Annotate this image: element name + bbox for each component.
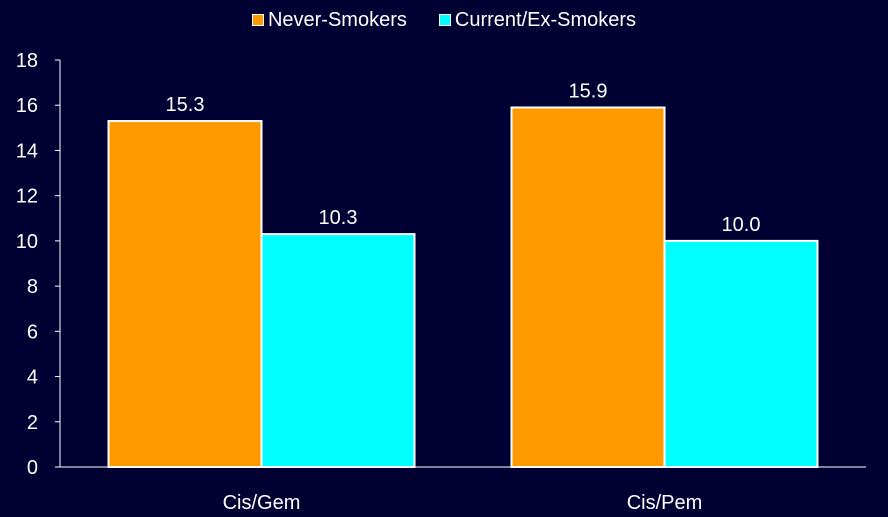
legend-label-current-ex-smokers: Current/Ex-Smokers [454, 9, 637, 31]
legend-item-current-ex-smokers: Current/Ex-Smokers [438, 8, 637, 32]
value-label: 10.0 [722, 214, 761, 236]
category-label: Cis/Gem [223, 492, 301, 514]
value-label: 15.9 [569, 80, 608, 102]
category-labels: Cis/Gem Cis/Pem [223, 492, 703, 514]
y-tick-label: 18 [16, 50, 38, 72]
legend: Never-Smokers Current/Ex-Smokers [0, 8, 888, 32]
legend-swatch-never-smokers [251, 14, 264, 26]
y-axis-ticks: 0 2 4 6 8 10 12 14 16 18 [16, 50, 60, 479]
y-tick-label: 8 [27, 276, 38, 298]
value-label: 10.3 [319, 207, 358, 229]
y-tick-label: 6 [27, 321, 38, 343]
bar-never-smokers-cis-pem [510, 106, 666, 468]
y-tick-label: 4 [27, 367, 38, 389]
bar-current-ex-smokers-cis-gem [260, 233, 416, 468]
y-tick-label: 0 [27, 457, 38, 479]
value-label: 15.3 [166, 94, 205, 116]
legend-swatch-current-ex-smokers [438, 14, 451, 26]
y-tick-label: 12 [16, 186, 38, 208]
legend-label-never-smokers: Never-Smokers [267, 9, 407, 31]
y-tick-label: 10 [16, 231, 38, 253]
value-labels: 15.3 10.3 15.9 10.0 [166, 80, 761, 235]
bars [107, 106, 819, 469]
y-tick-label: 14 [16, 140, 38, 162]
y-tick-label: 2 [27, 412, 38, 434]
category-label: Cis/Pem [627, 492, 703, 514]
legend-item-never-smokers: Never-Smokers [251, 8, 407, 32]
bar-never-smokers-cis-gem [107, 120, 263, 469]
bar-current-ex-smokers-cis-pem [663, 239, 819, 468]
y-tick-label: 16 [16, 95, 38, 117]
